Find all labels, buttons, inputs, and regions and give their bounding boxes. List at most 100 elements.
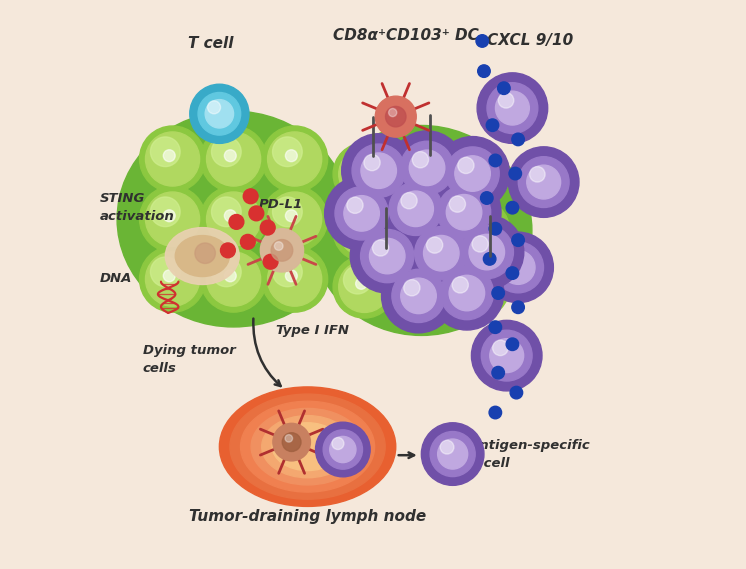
Circle shape — [201, 186, 266, 252]
Circle shape — [240, 234, 255, 249]
Circle shape — [262, 186, 327, 252]
Circle shape — [360, 229, 414, 283]
Circle shape — [272, 137, 302, 167]
Circle shape — [413, 222, 424, 233]
Circle shape — [333, 143, 395, 205]
Circle shape — [453, 205, 504, 256]
Circle shape — [401, 278, 436, 314]
Circle shape — [163, 270, 175, 282]
Circle shape — [343, 209, 372, 238]
Circle shape — [404, 216, 478, 290]
Circle shape — [469, 234, 504, 270]
Circle shape — [449, 196, 466, 212]
Circle shape — [268, 192, 322, 246]
Circle shape — [316, 422, 370, 477]
Circle shape — [450, 215, 524, 289]
Circle shape — [510, 386, 523, 399]
Circle shape — [225, 270, 236, 282]
Text: Tumor-draining lymph node: Tumor-draining lymph node — [189, 509, 426, 524]
Circle shape — [401, 266, 428, 294]
Circle shape — [151, 197, 180, 226]
Circle shape — [364, 154, 380, 171]
Circle shape — [483, 232, 554, 303]
Text: DNA: DNA — [100, 273, 132, 285]
Circle shape — [498, 82, 510, 94]
Circle shape — [413, 151, 428, 168]
Circle shape — [344, 196, 380, 231]
Circle shape — [460, 225, 513, 279]
Circle shape — [390, 131, 464, 205]
Circle shape — [401, 153, 428, 182]
Circle shape — [469, 278, 481, 289]
Circle shape — [498, 93, 514, 108]
Circle shape — [430, 256, 504, 330]
Circle shape — [446, 147, 499, 200]
Circle shape — [339, 205, 390, 256]
Circle shape — [401, 141, 454, 195]
Circle shape — [447, 255, 510, 318]
Circle shape — [145, 252, 200, 306]
Circle shape — [145, 132, 200, 186]
Circle shape — [453, 261, 504, 312]
Circle shape — [273, 423, 310, 461]
Circle shape — [323, 430, 363, 469]
Circle shape — [490, 339, 524, 373]
Circle shape — [489, 154, 501, 167]
Circle shape — [492, 340, 508, 356]
Circle shape — [427, 237, 443, 253]
Circle shape — [151, 257, 180, 287]
Circle shape — [401, 192, 417, 209]
Circle shape — [446, 195, 482, 230]
Circle shape — [530, 167, 545, 182]
Circle shape — [447, 143, 510, 205]
Circle shape — [390, 199, 453, 262]
Circle shape — [268, 132, 322, 186]
Circle shape — [229, 215, 244, 229]
Circle shape — [286, 210, 298, 222]
Ellipse shape — [166, 228, 239, 284]
Circle shape — [455, 156, 490, 191]
Circle shape — [333, 255, 395, 318]
Circle shape — [492, 366, 504, 379]
Circle shape — [352, 144, 405, 197]
Circle shape — [207, 132, 260, 186]
Circle shape — [325, 176, 398, 250]
Circle shape — [476, 35, 489, 47]
Circle shape — [262, 126, 327, 192]
Circle shape — [395, 149, 447, 200]
Circle shape — [453, 149, 504, 200]
Circle shape — [457, 266, 486, 294]
Circle shape — [438, 439, 468, 469]
Circle shape — [356, 278, 367, 289]
Circle shape — [163, 210, 175, 222]
Text: T cell: T cell — [188, 36, 233, 51]
Circle shape — [263, 254, 278, 269]
Circle shape — [207, 101, 221, 114]
Circle shape — [381, 259, 456, 333]
Ellipse shape — [175, 236, 229, 277]
Circle shape — [472, 236, 489, 252]
Circle shape — [140, 246, 206, 312]
Circle shape — [211, 257, 241, 287]
Text: Antigen-specific
T cell: Antigen-specific T cell — [470, 439, 591, 469]
Circle shape — [330, 436, 356, 463]
Circle shape — [437, 185, 491, 239]
Ellipse shape — [311, 126, 532, 335]
Circle shape — [369, 238, 405, 274]
Text: PD-L1: PD-L1 — [259, 199, 304, 211]
Ellipse shape — [117, 111, 350, 327]
Circle shape — [452, 277, 468, 293]
Circle shape — [201, 126, 266, 192]
Circle shape — [201, 246, 266, 312]
Circle shape — [389, 109, 397, 117]
Circle shape — [501, 250, 535, 284]
Circle shape — [421, 423, 484, 485]
Circle shape — [339, 261, 390, 312]
Text: CD8α⁺CD103⁺ DC: CD8α⁺CD103⁺ DC — [333, 28, 479, 43]
Circle shape — [225, 210, 236, 222]
Circle shape — [398, 191, 433, 226]
Circle shape — [347, 197, 363, 213]
Circle shape — [260, 229, 304, 272]
Circle shape — [356, 222, 367, 233]
Circle shape — [509, 167, 521, 180]
